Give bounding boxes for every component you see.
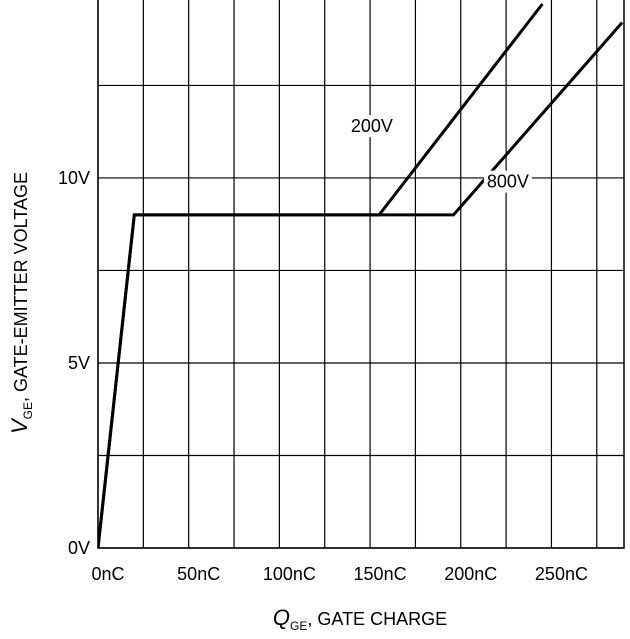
annotation-layer: 200V 800V [347, 115, 532, 193]
plot-frame [97, 0, 625, 549]
curve-label-200v: 200V [347, 115, 396, 138]
y-tick-label: 5V [68, 353, 90, 373]
x-tick-label: 250nC [535, 564, 588, 584]
y-tick-label: 10V [58, 168, 90, 188]
x-tick-label: 150nC [354, 564, 407, 584]
svg-text:800V: 800V [487, 172, 529, 192]
y-tick-label: 0V [68, 538, 90, 558]
tick-layer: 0nC 50nC 100nC 150nC 200nC 250nC 0V 5V 10V [58, 168, 588, 584]
curve-label-800v: 800V [483, 170, 532, 193]
series-line-800v [98, 21, 624, 548]
x-axis-label: QGE, GATE CHARGE [273, 605, 447, 633]
x-tick-label: 200nC [444, 564, 497, 584]
x-tick-label: 50nC [177, 564, 220, 584]
series-layer [98, 3, 624, 548]
svg-text:200V: 200V [351, 116, 393, 136]
x-tick-label: 100nC [263, 564, 316, 584]
grid-layer [97, 0, 625, 549]
x-tick-label: 0nC [91, 564, 124, 584]
y-axis-label: VGE, GATE-EMITTER VOLTAGE [7, 172, 35, 434]
